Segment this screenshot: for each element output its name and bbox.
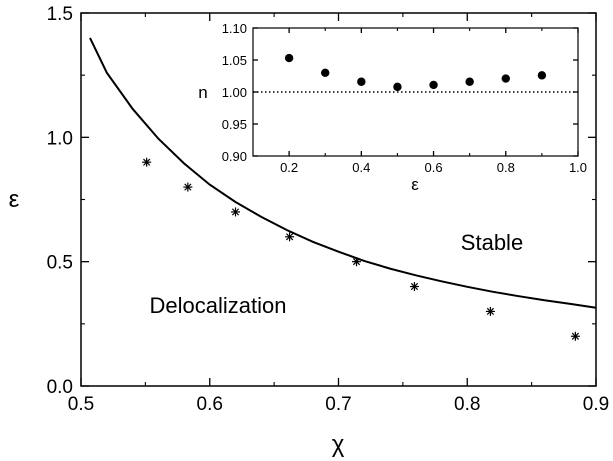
main-asterisk-points <box>142 157 580 341</box>
inset-x-ticks: 0.2 0.4 0.6 0.8 1.0 <box>280 28 587 175</box>
x-tick-label: 0.8 <box>454 394 480 415</box>
x-tick-label: 0.2 <box>280 160 298 175</box>
asterisk-point <box>183 182 193 192</box>
y-tick-label: 1.00 <box>222 85 247 100</box>
y-tick-label: 1.10 <box>222 21 247 36</box>
inset-dot-point <box>284 53 294 63</box>
inset-dot-points <box>284 53 547 92</box>
x-tick-label: 0.7 <box>325 394 351 415</box>
x-tick-label: 0.6 <box>425 160 443 175</box>
inset-dot-point <box>321 68 330 78</box>
x-tick-label: 0.8 <box>497 160 515 175</box>
inset-plot-frame <box>252 27 579 157</box>
annotation-stable: Stable <box>461 230 523 255</box>
inset-plot: 0.2 0.4 0.6 0.8 1.0 0.90 0.95 1.00 1.05 1.10 ε n <box>198 21 587 194</box>
inset-dot-point <box>393 82 402 92</box>
y-tick-label: 1.5 <box>47 4 73 25</box>
main-y-axis-title: ε <box>9 186 20 213</box>
asterisk-point <box>231 207 240 217</box>
y-tick-label: 0.90 <box>222 149 247 164</box>
inset-dot-point <box>537 71 547 80</box>
inset-x-axis-title: ε <box>411 175 419 194</box>
y-tick-label: 1.0 <box>47 128 73 149</box>
y-tick-label: 0.5 <box>47 253 73 274</box>
main-plot: 0.5 0.6 0.7 0.8 0.9 0.00.51.01.5 χ ε Stable … <box>9 4 610 458</box>
x-tick-label: 0.4 <box>352 160 370 175</box>
x-tick-label: 0.5 <box>68 394 94 415</box>
x-tick-label: 0.6 <box>197 394 223 415</box>
x-tick-label: 1.0 <box>569 160 587 175</box>
main-boundary-curve <box>89 37 597 309</box>
asterisk-point <box>285 232 295 242</box>
annotation-delocalization: Delocalization <box>150 293 287 318</box>
asterisk-point <box>485 306 495 316</box>
inset-dot-point <box>429 80 438 90</box>
asterisk-point <box>409 282 419 292</box>
inset-y-axis-title: n <box>198 83 207 102</box>
y-tick-label: 0.95 <box>222 117 247 132</box>
inset-dot-point <box>465 77 474 86</box>
inset-y-ticks: 0.90 0.95 1.00 1.05 1.10 <box>222 21 578 164</box>
x-tick-label: 0.9 <box>583 394 609 415</box>
inset-dot-point <box>357 77 366 86</box>
main-x-ticks: 0.5 0.6 0.7 0.8 0.9 <box>68 13 609 415</box>
boundary-curve-line <box>89 37 597 309</box>
y-tick-label: 1.05 <box>222 53 247 68</box>
inset-dot-point <box>501 74 510 83</box>
asterisk-point <box>352 257 362 267</box>
y-tick-label: 0.0 <box>47 377 73 398</box>
main-x-axis-title: χ <box>332 431 345 458</box>
main-y-ticks: 0.0 0.5 1.0 1.5 <box>47 4 596 398</box>
asterisk-point <box>570 331 580 341</box>
asterisk-point <box>142 157 152 167</box>
